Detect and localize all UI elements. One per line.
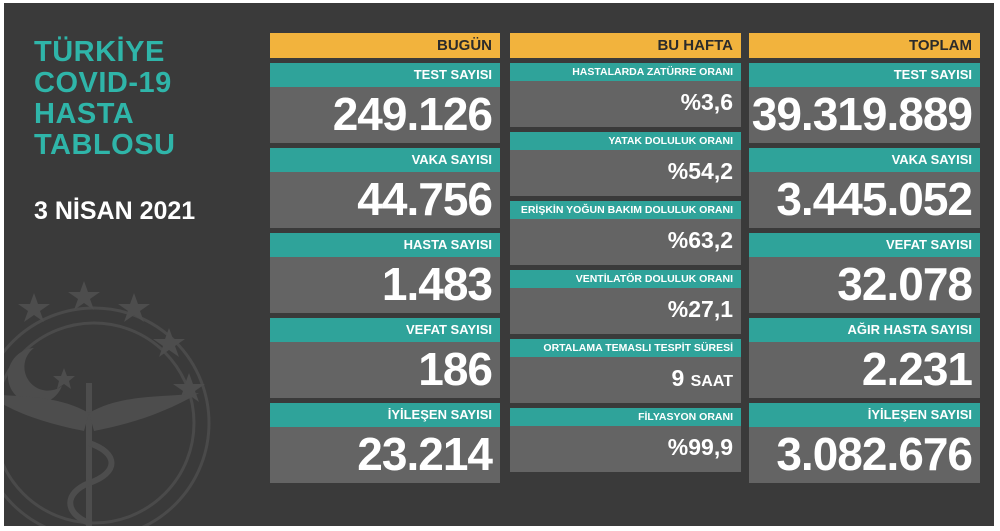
card-total-recovered: İYİLEŞEN SAYISI 3.082.676 [749,403,980,483]
column-today: BUGÜN TEST SAYISI 249.126 VAKA SAYISI 44… [270,33,500,488]
card-today-recovered: İYİLEŞEN SAYISI 23.214 [270,403,500,483]
card-label: AĞIR HASTA SAYISI [749,318,980,342]
card-label: FİLYASYON ORANI [510,408,741,426]
column-total: TOPLAM TEST SAYISI 39.319.889 VAKA SAYIS… [749,33,980,488]
column-week: BU HAFTA HASTALARDA ZATÜRRE ORANI %3,6 Y… [510,33,741,477]
card-value: 3.445.052 [776,173,973,225]
card-value: 44.756 [357,173,493,225]
card-label: VENTİLATÖR DOLULUK ORANI [510,270,741,288]
column-header-total: TOPLAM [749,33,980,58]
card-total-cases: VAKA SAYISI 3.445.052 [749,148,980,228]
contact-time-unit: SAAT [690,373,733,390]
card-label: VAKA SAYISI [749,148,980,172]
card-label: VEFAT SAYISI [749,233,980,257]
card-label: VAKA SAYISI [270,148,500,172]
card-value: 2.231 [861,343,973,395]
card-today-cases: VAKA SAYISI 44.756 [270,148,500,228]
card-label: HASTA SAYISI [270,233,500,257]
card-today-test: TEST SAYISI 249.126 [270,63,500,143]
card-week-filiation: FİLYASYON ORANI %99,9 [510,408,741,472]
card-label: ERİŞKİN YOĞUN BAKIM DOLULUK ORANI [510,201,741,219]
card-today-patients: HASTA SAYISI 1.483 [270,233,500,313]
card-value: 3.082.676 [776,428,973,480]
card-value: %3,6 [680,89,733,115]
card-week-icu-occupancy: ERİŞKİN YOĞUN BAKIM DOLULUK ORANI %63,2 [510,201,741,265]
card-total-test: TEST SAYISI 39.319.889 [749,63,980,143]
card-label: TEST SAYISI [749,63,980,87]
card-total-deaths: VEFAT SAYISI 32.078 [749,233,980,313]
card-label: İYİLEŞEN SAYISI [749,403,980,427]
card-value: 32.078 [837,258,973,310]
ministry-of-health-emblem-icon [4,281,211,526]
card-value: 23.214 [357,428,493,480]
column-header-week: BU HAFTA [510,33,741,58]
title-line: TABLOSU [34,129,176,161]
contact-time-value: 9 [671,365,685,391]
card-week-bed-occupancy: YATAK DOLULUK ORANI %54,2 [510,132,741,196]
dashboard-panel: TÜRKİYE COVID-19 HASTA TABLOSU 3 NİSAN 2… [4,3,994,526]
card-value: %63,2 [667,227,733,253]
card-week-ventilator: VENTİLATÖR DOLULUK ORANI %27,1 [510,270,741,334]
card-value: 39.319.889 [751,88,973,140]
card-label: TEST SAYISI [270,63,500,87]
card-label: ORTALAMA TEMASLI TESPİT SÜRESİ [510,339,741,357]
card-value: 249.126 [332,88,493,140]
card-week-contact-time: ORTALAMA TEMASLI TESPİT SÜRESİ 9 SAAT [510,339,741,403]
card-label: HASTALARDA ZATÜRRE ORANI [510,63,741,81]
card-value: %99,9 [667,434,733,460]
card-today-deaths: VEFAT SAYISI 186 [270,318,500,398]
card-value: 1.483 [381,258,493,310]
card-value: 186 [418,343,493,395]
report-date: 3 NİSAN 2021 [34,197,196,225]
title-line: HASTA [34,98,135,130]
card-label: İYİLEŞEN SAYISI [270,403,500,427]
card-value: %27,1 [667,296,733,322]
card-week-pneumonia: HASTALARDA ZATÜRRE ORANI %3,6 [510,63,741,127]
card-value: %54,2 [667,158,733,184]
dashboard-title: TÜRKİYE COVID-19 HASTA TABLOSU [34,37,176,161]
title-line: TÜRKİYE [34,36,165,68]
card-label: VEFAT SAYISI [270,318,500,342]
card-value: 9 SAAT [510,357,741,403]
card-total-critical: AĞIR HASTA SAYISI 2.231 [749,318,980,398]
column-header-today: BUGÜN [270,33,500,58]
card-label: YATAK DOLULUK ORANI [510,132,741,150]
title-line: COVID-19 [34,67,172,99]
